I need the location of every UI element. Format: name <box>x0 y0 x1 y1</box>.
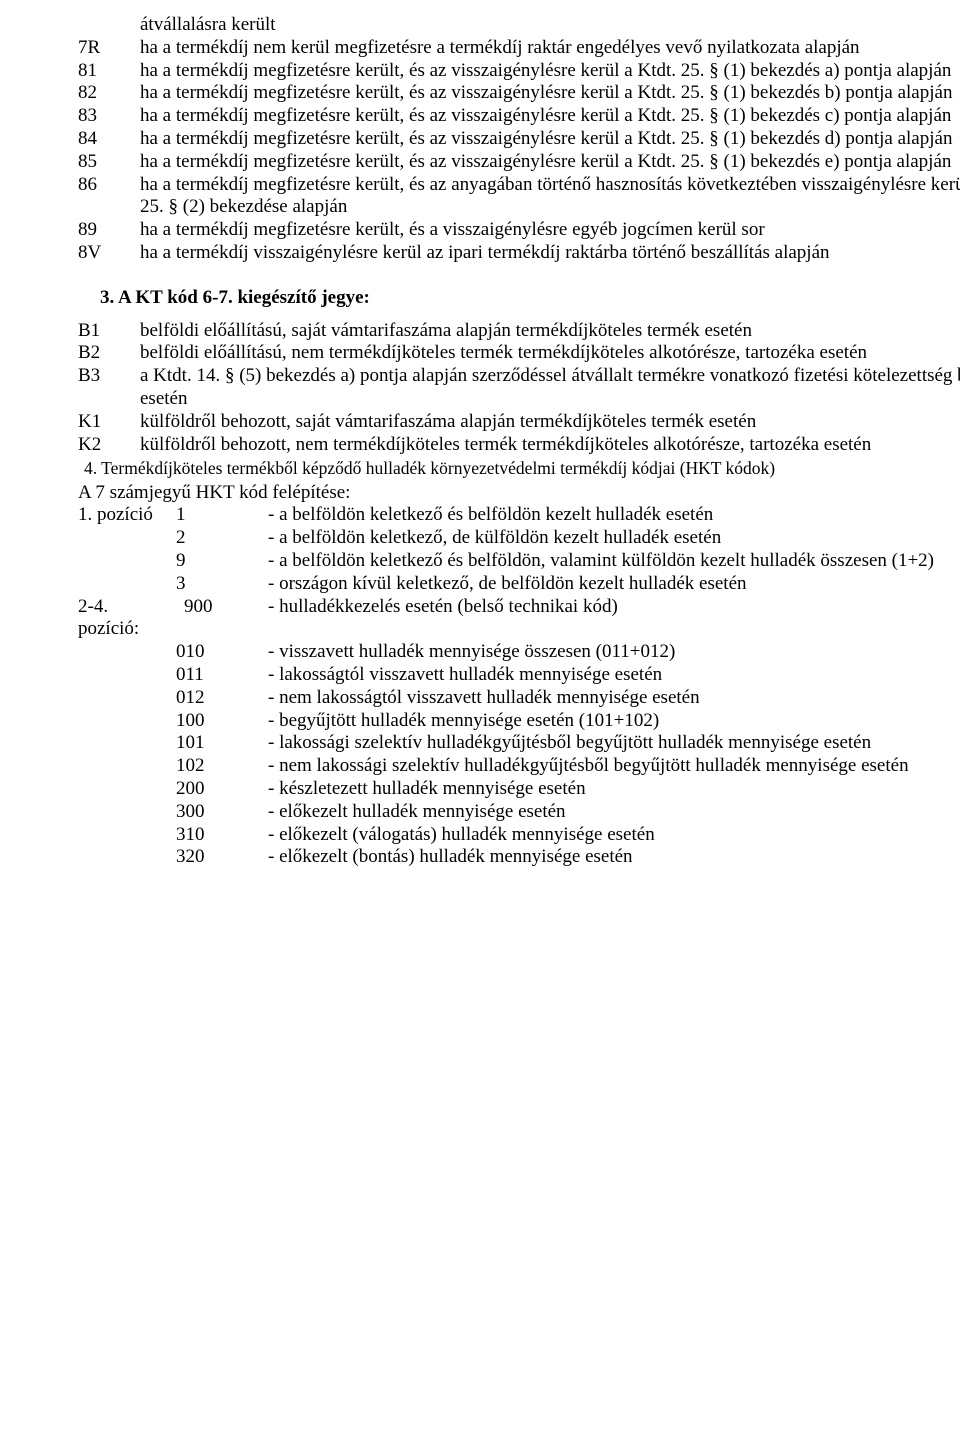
table-row: 310 - előkezelt (válogatás) hulladék men… <box>78 824 960 847</box>
table-row: 3 - országon kívül keletkező, de belföld… <box>78 573 960 596</box>
table-row: 100 - begyűjtött hulladék mennyisége ese… <box>78 710 960 733</box>
pos-num: 2 <box>176 527 186 548</box>
table-row: 85 ha a termékdíj megfizetésre került, é… <box>78 151 960 174</box>
table-row: K2 külföldről behozott, nem termékdíjköt… <box>78 434 960 457</box>
section-4-line: 4. Termékdíjköteles termékből képződő hu… <box>78 458 960 479</box>
pos-text: - visszavett hulladék mennyisége összese… <box>268 641 675 662</box>
code-definitions-group-1: átvállalásra került 7R ha a termékdíj ne… <box>78 14 960 265</box>
table-row: 8V ha a termékdíj visszaigénylésre kerül… <box>78 242 960 265</box>
code-text: ha a termékdíj megfizetésre került, és a… <box>140 60 951 81</box>
table-row: 300 - előkezelt hulladék mennyisége eset… <box>78 801 960 824</box>
pos-text: - előkezelt hulladék mennyisége esetén <box>268 801 566 822</box>
table-row: 89 ha a termékdíj megfizetésre került, é… <box>78 219 960 242</box>
code-label: 86 <box>78 174 97 195</box>
code-text: ha a termékdíj megfizetésre került, és a… <box>140 105 951 126</box>
code-text: ha a termékdíj megfizetésre került, és a… <box>140 82 952 103</box>
position-label: 2-4. pozíció: <box>78 596 139 640</box>
pos-text: - hulladékkezelés esetén (belső technika… <box>268 596 618 617</box>
code-label: K2 <box>78 434 101 455</box>
code-label: 83 <box>78 105 97 126</box>
table-row: 83 ha a termékdíj megfizetésre került, é… <box>78 105 960 128</box>
section-3-heading: 3. A KT kód 6-7. kiegészítő jegye: <box>78 287 960 310</box>
table-row: 86 ha a termékdíj megfizetésre került, é… <box>78 174 960 220</box>
code-label: K1 <box>78 411 101 432</box>
hkt-intro: A 7 számjegyű HKT kód felépítése: <box>78 482 960 505</box>
code-text: ha a termékdíj nem kerül megfizetésre a … <box>140 37 860 58</box>
table-row: K1 külföldről behozott, saját vámtarifas… <box>78 411 960 434</box>
table-row: 200 - készletezett hulladék mennyisége e… <box>78 778 960 801</box>
pos-num: 310 <box>176 824 205 845</box>
table-row: 010 - visszavett hulladék mennyisége öss… <box>78 641 960 664</box>
table-row: 7R ha a termékdíj nem kerül megfizetésre… <box>78 37 960 60</box>
code-text: ha a termékdíj megfizetésre került, és a… <box>140 151 951 172</box>
table-row: 101 - lakossági szelektív hulladékgyűjté… <box>78 732 960 755</box>
code-label: 89 <box>78 219 97 240</box>
pos-num: 010 <box>176 641 205 662</box>
pos-num: 320 <box>176 846 205 867</box>
code-label: 85 <box>78 151 97 172</box>
pos-num: 012 <box>176 687 205 708</box>
table-row: 102 - nem lakossági szelektív hulladékgy… <box>78 755 960 778</box>
table-row: 82 ha a termékdíj megfizetésre került, é… <box>78 82 960 105</box>
pos-num: 3 <box>176 573 186 594</box>
table-row: 84 ha a termékdíj megfizetésre került, é… <box>78 128 960 151</box>
table-row: 320 - előkezelt (bontás) hulladék mennyi… <box>78 846 960 869</box>
pos-text: - a belföldön keletkező és belföldön kez… <box>268 504 713 525</box>
code-text: külföldről behozott, saját vámtarifaszám… <box>140 411 756 432</box>
pos-num: 102 <box>176 755 205 776</box>
code-label: 8V <box>78 242 101 263</box>
pos-num: 1 <box>176 504 186 525</box>
pos-text: - országon kívül keletkező, de belföldön… <box>268 573 747 594</box>
code-label: B3 <box>78 365 100 386</box>
table-row: B2 belföldi előállítású, nem termékdíjkö… <box>78 342 960 365</box>
pos-num: 100 <box>176 710 205 731</box>
pos-num: 200 <box>176 778 205 799</box>
pos-text: - előkezelt (bontás) hulladék mennyisége… <box>268 846 633 867</box>
pos-num: 300 <box>176 801 205 822</box>
pos-num: 011 <box>176 664 204 685</box>
code-label: 7R <box>78 37 100 58</box>
table-row: 2-4. pozíció: 900 - hulladékkezelés eset… <box>78 596 960 642</box>
code-label: 81 <box>78 60 97 81</box>
table-row: átvállalásra került <box>78 14 960 37</box>
pos-text: - a belföldön keletkező és belföldön, va… <box>268 550 934 571</box>
code-definitions-group-2: B1 belföldi előállítású, saját vámtarifa… <box>78 320 960 457</box>
code-label: 84 <box>78 128 97 149</box>
code-text: belföldi előállítású, nem termékdíjkötel… <box>140 342 867 363</box>
table-row: B3 a Ktdt. 14. § (5) bekezdés a) pontja … <box>78 365 960 411</box>
code-text: a Ktdt. 14. § (5) bekezdés a) pontja ala… <box>140 365 960 409</box>
hkt-position-table: 1. pozíció 1 - a belföldön keletkező és … <box>78 504 960 869</box>
orphan-text: átvállalásra került <box>140 14 276 35</box>
table-row: 012 - nem lakosságtól visszavett hulladé… <box>78 687 960 710</box>
table-row: 011 - lakosságtól visszavett hulladék me… <box>78 664 960 687</box>
pos-text: - nem lakosságtól visszavett hulladék me… <box>268 687 700 708</box>
pos-text: - lakossági szelektív hulladékgyűjtésből… <box>268 732 871 753</box>
pos-text: - lakosságtól visszavett hulladék mennyi… <box>268 664 662 685</box>
table-row: 2 - a belföldön keletkező, de külföldön … <box>78 527 960 550</box>
code-text: ha a termékdíj megfizetésre került, és a… <box>140 174 960 218</box>
code-text: külföldről behozott, nem termékdíjkötele… <box>140 434 871 455</box>
code-label: 82 <box>78 82 97 103</box>
code-text: belföldi előállítású, saját vámtarifaszá… <box>140 320 752 341</box>
pos-text: - nem lakossági szelektív hulladékgyűjté… <box>268 755 909 776</box>
pos-num: 101 <box>176 732 205 753</box>
code-label: B2 <box>78 342 100 363</box>
pos-text: - a belföldön keletkező, de külföldön ke… <box>268 527 721 548</box>
pos-num: 900 <box>184 596 213 617</box>
code-text: ha a termékdíj visszaigénylésre kerül az… <box>140 242 830 263</box>
table-row: 9 - a belföldön keletkező és belföldön, … <box>78 550 960 573</box>
table-row: 1. pozíció 1 - a belföldön keletkező és … <box>78 504 960 527</box>
table-row: 81 ha a termékdíj megfizetésre került, é… <box>78 60 960 83</box>
code-text: ha a termékdíj megfizetésre került, és a… <box>140 219 765 240</box>
code-text: ha a termékdíj megfizetésre került, és a… <box>140 128 952 149</box>
table-row: B1 belföldi előállítású, saját vámtarifa… <box>78 320 960 343</box>
pos-text: - készletezett hulladék mennyisége eseté… <box>268 778 586 799</box>
pos-num: 9 <box>176 550 186 571</box>
position-label: 1. pozíció <box>78 504 153 525</box>
pos-text: - begyűjtött hulladék mennyisége esetén … <box>268 710 659 731</box>
code-label: B1 <box>78 320 100 341</box>
pos-text: - előkezelt (válogatás) hulladék mennyis… <box>268 824 655 845</box>
